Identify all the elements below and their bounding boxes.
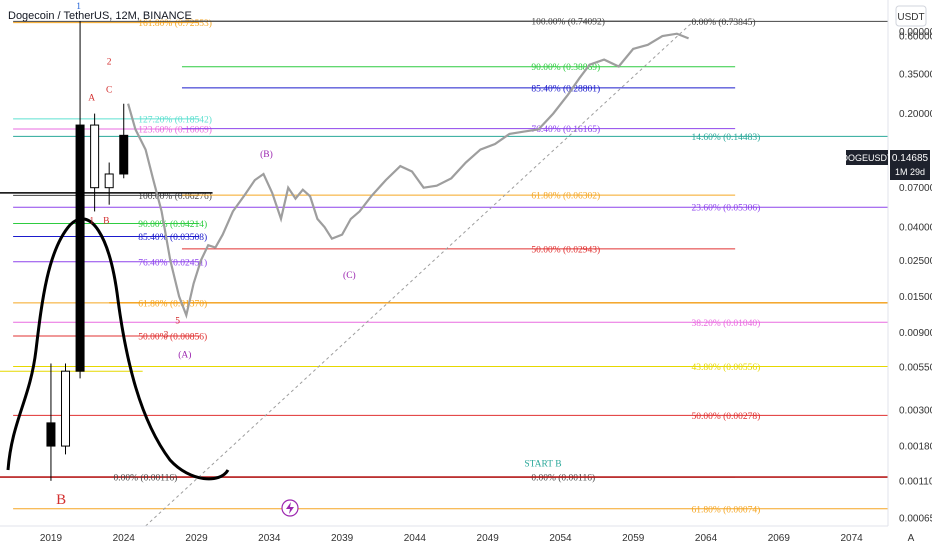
wave-label: A xyxy=(88,94,95,104)
price-tick-label: 0.04000 xyxy=(899,223,932,234)
price-tick-label: 0.20000 xyxy=(899,109,932,120)
auto-scale-button[interactable]: A xyxy=(908,533,915,544)
price-tick-label: 0.07000 xyxy=(899,183,932,194)
wave-label: 1 xyxy=(89,217,94,227)
wave-label: START B xyxy=(524,459,561,469)
time-tick-label: 2064 xyxy=(695,533,718,544)
time-tick-label: 2054 xyxy=(549,533,572,544)
price-axis[interactable]: 0.60000 0.35000 0.20000 0.07000 0.04000 0.025… xyxy=(899,32,932,525)
fib-level-label: 127.20% (0.18542) xyxy=(138,114,212,125)
time-tick-label: 2074 xyxy=(840,533,863,544)
level-label: 0.00% (0.00116) xyxy=(114,473,178,484)
currency-label: USDT xyxy=(897,12,924,23)
fib-level-label: 50.00% (0.02943) xyxy=(531,244,600,255)
time-tick-label: 2034 xyxy=(258,533,281,544)
price-tick-label: 0.00065 xyxy=(899,513,932,524)
candle-body xyxy=(90,124,100,189)
fib-level-label: 61.80% (0.06302) xyxy=(531,191,600,202)
wave-label: B xyxy=(103,217,109,227)
fib-level-label: 100.00% (0.06276) xyxy=(138,191,212,202)
time-tick-label: 2059 xyxy=(622,533,645,544)
fib-level-label: 61.80% (0.00074) xyxy=(691,504,760,515)
candle-body xyxy=(75,124,85,372)
price-tick-label: 0.00180 xyxy=(899,442,932,453)
time-tick-label: 2029 xyxy=(185,533,208,544)
wave-label: 3 xyxy=(164,330,169,340)
time-tick-label: 2044 xyxy=(404,533,427,544)
price-tag: DOGEUSDT 0.14685 1M 29d xyxy=(841,150,930,180)
candles xyxy=(46,21,129,481)
time-tick-label: 2049 xyxy=(477,533,500,544)
price-tick-label: 0.00900 xyxy=(899,328,932,339)
candle-body xyxy=(61,370,71,447)
projection-line xyxy=(127,32,690,319)
price-tick-label: 0.35000 xyxy=(899,70,932,81)
time-tick-label: 2069 xyxy=(768,533,791,544)
time-axis[interactable]: 2019 2024 2029 2034 2039 2044 2049 2054 2059 2064… xyxy=(40,533,863,544)
fib-level-label: 50.00% (0.00278) xyxy=(691,411,760,422)
fib-levels: 161.80% (0.72553)127.20% (0.18542)123.60… xyxy=(0,17,888,515)
price-tag-symbol: DOGEUSDT xyxy=(841,153,893,163)
wave-label: B xyxy=(56,492,66,508)
fib-level-label: 0.00% (0.00116) xyxy=(531,473,595,484)
fib-level-label: 100.00% (0.74092) xyxy=(531,17,605,28)
price-tick-label: 0.60000 xyxy=(899,32,932,43)
fib-level-label: 61.80% (0.01370) xyxy=(138,298,207,309)
price-tag-countdown: 1M 29d xyxy=(895,167,925,177)
wave-label: (A) xyxy=(178,350,191,361)
wave-label: 1 xyxy=(76,2,81,12)
fib-level-label: 85.40% (0.28801) xyxy=(531,83,600,94)
time-tick-label: 2019 xyxy=(40,533,63,544)
price-tick-label: 0.00110 xyxy=(899,476,932,487)
price-tick-label: 0.02500 xyxy=(899,256,932,267)
time-tick-label: 2024 xyxy=(113,533,136,544)
currency-button[interactable]: USDT xyxy=(895,5,927,27)
fib-level-label: 0.00% (0.73845) xyxy=(691,17,755,28)
price-tick-label: 0.01500 xyxy=(899,292,932,303)
wave-label: 5 xyxy=(175,317,180,327)
wave-label: C xyxy=(106,85,112,95)
candle-body xyxy=(119,134,129,175)
candle-body xyxy=(104,173,114,189)
hand-drawn-wave xyxy=(6,217,230,481)
wave-label: (C) xyxy=(343,270,356,281)
fib-level-label: 43.80% (0.00556) xyxy=(691,362,760,373)
fib-level-label: 76.40% (0.02451) xyxy=(138,257,207,268)
fib-level-label: 85.40% (0.03508) xyxy=(138,232,207,243)
chart-title: Dogecoin / TetherUS, 12M, BINANCE xyxy=(8,10,192,22)
price-axis-top-tick: 0.00000 xyxy=(899,27,932,38)
trendline xyxy=(145,22,692,527)
fib-level-label: 14.60% (0.14483) xyxy=(691,132,760,143)
fib-level-label: 123.60% (0.16069) xyxy=(138,125,212,136)
time-tick-label: 2039 xyxy=(331,533,354,544)
fib-level-label: 76.40% (0.16165) xyxy=(531,124,600,135)
price-tag-value: 0.14685 xyxy=(892,153,929,164)
fib-level-label: 38.20% (0.01040) xyxy=(691,318,760,329)
candle-body xyxy=(46,422,56,447)
price-tick-label: 0.00300 xyxy=(899,406,932,417)
fib-level-label: 90.00% (0.04214) xyxy=(138,219,207,230)
fib-level-label: 90.00% (0.38869) xyxy=(531,62,600,73)
fib-level-label: 161.80% (0.72553) xyxy=(138,18,212,29)
wave-label: 2 xyxy=(107,58,112,68)
wave-label: (B) xyxy=(260,149,273,160)
lightning-icon[interactable] xyxy=(281,499,299,517)
fib-level-label: 50.00% (0.00856) xyxy=(138,332,207,343)
fib-level-label: 23.60% (0.05306) xyxy=(691,203,760,214)
price-tick-label: 0.00550 xyxy=(899,363,932,374)
